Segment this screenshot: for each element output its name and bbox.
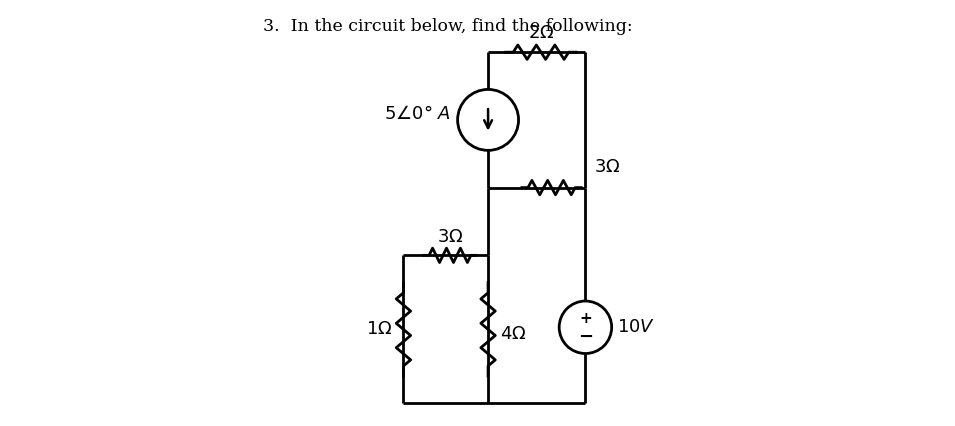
Text: $1\Omega$: $1\Omega$ [367, 320, 393, 338]
Text: $4\Omega$: $4\Omega$ [499, 325, 526, 343]
Text: $5\angle 0°\ A$: $5\angle 0°\ A$ [384, 104, 452, 123]
Text: $3\Omega$: $3\Omega$ [436, 228, 463, 246]
Text: $3\Omega$: $3\Omega$ [594, 158, 621, 176]
Text: $10V$: $10V$ [617, 318, 655, 336]
Circle shape [457, 89, 519, 150]
Text: −: − [578, 328, 593, 345]
Circle shape [560, 301, 611, 354]
Text: 3.  In the circuit below, find the following:: 3. In the circuit below, find the follow… [263, 18, 632, 35]
Text: $2\Omega$: $2\Omega$ [528, 23, 554, 42]
Text: +: + [579, 311, 592, 325]
